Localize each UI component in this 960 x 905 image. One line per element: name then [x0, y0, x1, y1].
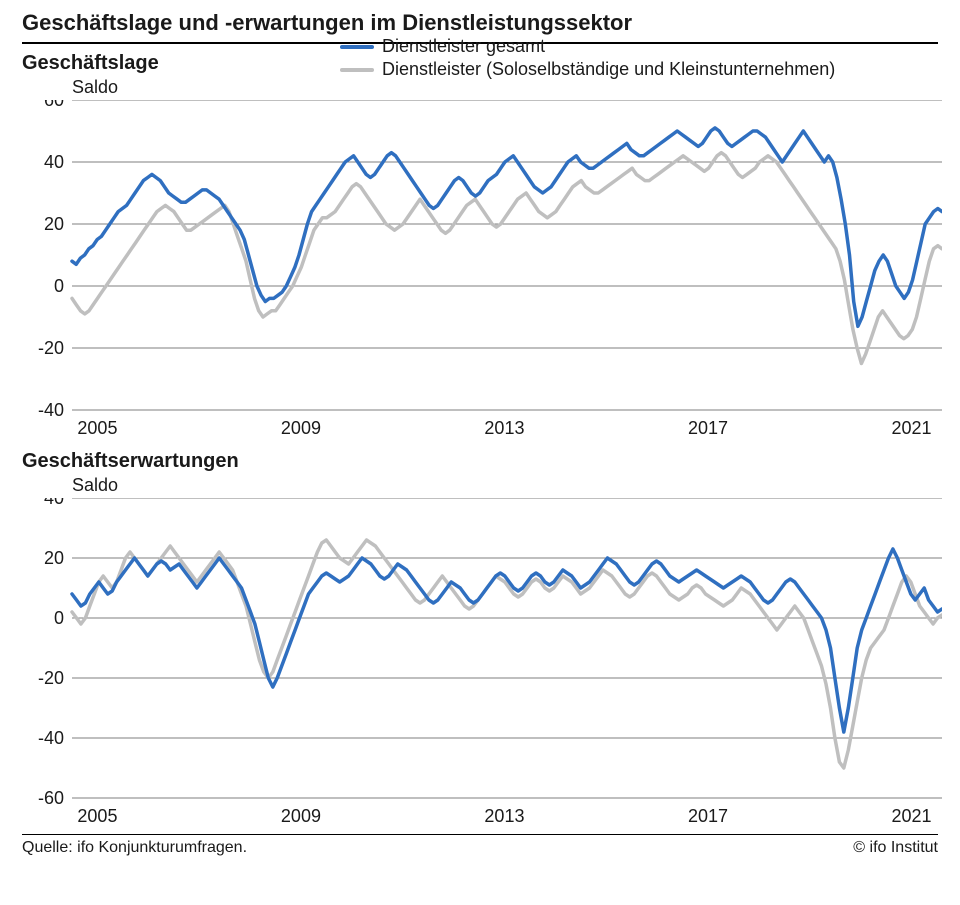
footer-copyright: © ifo Institut [853, 839, 938, 857]
legend-label-2: Dienstleister (Soloselbständige und Klei… [382, 59, 835, 80]
svg-text:60: 60 [44, 100, 64, 110]
legend-label-1: Dienstleister gesamt [382, 36, 545, 57]
legend-item-1: Dienstleister gesamt [340, 36, 835, 57]
svg-text:-40: -40 [38, 728, 64, 748]
chart2: -60 -40 -20 0 20 40 2005 2009 2013 2017 2021 [22, 498, 942, 828]
svg-text:40: 40 [44, 498, 64, 508]
svg-text:-40: -40 [38, 400, 64, 420]
svg-text:2021: 2021 [891, 418, 931, 438]
svg-text:-20: -20 [38, 338, 64, 358]
chart2-wrap: -60 -40 -20 0 20 40 2005 2009 2013 2017 2021 [22, 498, 938, 828]
svg-text:0: 0 [54, 608, 64, 628]
chart1-wrap: -40 -20 0 20 40 60 2005 2009 2013 2017 2021 [22, 100, 938, 440]
svg-text:-20: -20 [38, 668, 64, 688]
svg-text:2013: 2013 [484, 806, 524, 826]
svg-text:2017: 2017 [688, 418, 728, 438]
chart2-yunit: Saldo [72, 475, 938, 496]
legend-swatch-2 [340, 68, 374, 72]
chart2-subtitle: Geschäftserwartungen [22, 450, 938, 473]
legend-item-2: Dienstleister (Soloselbständige und Klei… [340, 59, 835, 80]
chart1: -40 -20 0 20 40 60 2005 2009 2013 2017 2021 [22, 100, 942, 440]
svg-text:20: 20 [44, 548, 64, 568]
svg-text:2005: 2005 [77, 806, 117, 826]
svg-text:40: 40 [44, 152, 64, 172]
svg-text:2005: 2005 [77, 418, 117, 438]
footer-source: Quelle: ifo Konjunkturumfragen. [22, 839, 247, 857]
footer: Quelle: ifo Konjunkturumfragen. © ifo In… [22, 834, 938, 857]
svg-text:2017: 2017 [688, 806, 728, 826]
svg-text:2009: 2009 [281, 418, 321, 438]
svg-text:2009: 2009 [281, 806, 321, 826]
legend-swatch-1 [340, 45, 374, 49]
svg-text:2021: 2021 [891, 806, 931, 826]
svg-text:20: 20 [44, 214, 64, 234]
legend: Dienstleister gesamt Dienstleister (Solo… [340, 36, 835, 82]
svg-text:-60: -60 [38, 788, 64, 808]
svg-text:0: 0 [54, 276, 64, 296]
svg-text:2013: 2013 [484, 418, 524, 438]
